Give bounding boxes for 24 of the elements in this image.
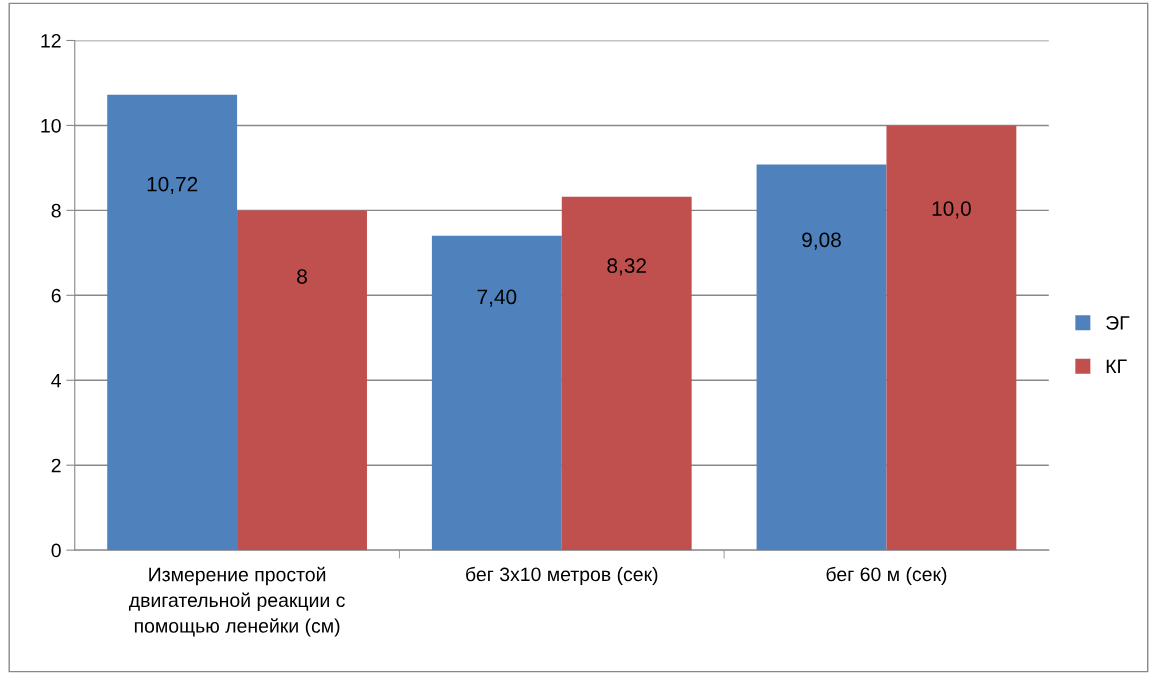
x-tick-label: бег 3x10 метров (сек)	[466, 566, 658, 586]
bar	[431, 235, 562, 551]
x-tick-label: бег 60 м (сек)	[826, 566, 947, 586]
y-tick-label: 4	[51, 373, 61, 388]
data-label: 10,0	[932, 201, 971, 219]
data-label: 9,08	[802, 232, 841, 250]
data-label: 8	[297, 269, 307, 284]
bar	[107, 94, 238, 551]
y-tick-label: 12	[41, 33, 61, 48]
data-label: 10,72	[147, 176, 198, 194]
y-tick-label: 6	[51, 288, 61, 303]
bar	[237, 210, 367, 551]
data-label: 8,32	[607, 258, 646, 276]
y-tick-label: 0	[51, 543, 61, 558]
y-tick-label: 8	[51, 203, 61, 218]
data-label: 7,40	[477, 289, 517, 307]
y-tick-label: 2	[51, 458, 61, 473]
x-tick-label: Измерение простой двигательной реакции с помощью ленейки (см)	[128, 566, 345, 637]
bar	[561, 196, 692, 551]
y-tick-label: 10	[41, 118, 61, 133]
bar	[886, 125, 1017, 551]
legend-label: КГ	[1106, 359, 1127, 374]
bar	[756, 164, 887, 551]
legend-label: ЭГ	[1106, 316, 1130, 330]
